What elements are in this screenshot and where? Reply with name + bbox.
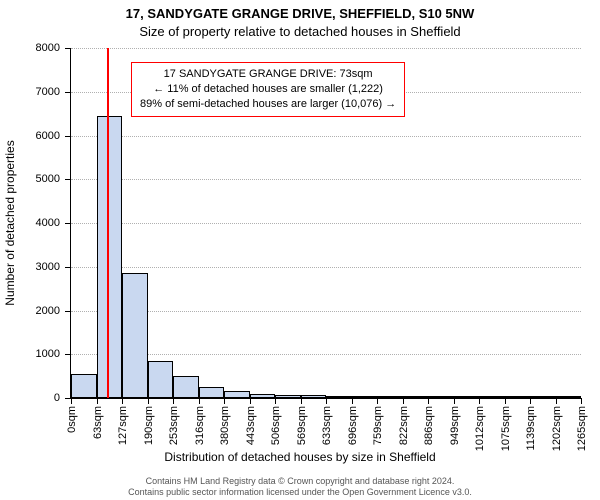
y-tick: [65, 223, 71, 224]
gridline: [71, 179, 581, 180]
y-tick: [65, 311, 71, 312]
histogram-bar: [530, 396, 556, 398]
x-tick: [352, 398, 353, 404]
gridline: [71, 48, 581, 49]
x-tick-label: 190sqm: [143, 406, 155, 445]
x-tick-label: 506sqm: [270, 406, 282, 445]
x-tick-label: 63sqm: [92, 406, 104, 439]
y-tick-label: 8000: [10, 42, 60, 54]
histogram-bar: [224, 391, 250, 398]
x-tick-label: 1265sqm: [576, 406, 588, 451]
y-tick-label: 5000: [10, 173, 60, 185]
x-tick-label: 759sqm: [372, 406, 384, 445]
x-tick: [428, 398, 429, 404]
x-tick: [148, 398, 149, 404]
histogram-bar: [479, 396, 505, 398]
x-tick: [581, 398, 582, 404]
annotation-line2: ← 11% of detached houses are smaller (1,…: [140, 82, 396, 97]
x-tick: [479, 398, 480, 404]
y-tick-label: 6000: [10, 130, 60, 142]
y-tick-label: 4000: [10, 217, 60, 229]
histogram-bar: [428, 396, 454, 398]
property-marker-line: [107, 48, 109, 398]
histogram-bar: [97, 116, 123, 398]
x-tick: [454, 398, 455, 404]
x-tick: [301, 398, 302, 404]
page-title: 17, SANDYGATE GRANGE DRIVE, SHEFFIELD, S…: [0, 6, 600, 21]
y-tick: [65, 267, 71, 268]
gridline: [71, 267, 581, 268]
annotation-line3: 89% of semi-detached houses are larger (…: [140, 97, 396, 112]
histogram-bar: [122, 273, 148, 398]
histogram-bar: [199, 387, 225, 398]
y-tick-label: 3000: [10, 261, 60, 273]
x-tick-label: 1139sqm: [525, 406, 537, 450]
plot-area: 17 SANDYGATE GRANGE DRIVE: 73sqm ← 11% o…: [70, 48, 581, 399]
y-tick-label: 1000: [10, 348, 60, 360]
x-tick: [250, 398, 251, 404]
histogram-bar: [301, 395, 327, 398]
x-tick-label: 380sqm: [219, 406, 231, 445]
histogram-bar: [173, 376, 199, 398]
histogram-bar: [505, 396, 531, 398]
chart-page: 17, SANDYGATE GRANGE DRIVE, SHEFFIELD, S…: [0, 0, 600, 500]
page-subtitle: Size of property relative to detached ho…: [0, 24, 600, 39]
x-tick-label: 886sqm: [423, 406, 435, 445]
histogram-bar: [275, 395, 301, 399]
x-tick-label: 633sqm: [321, 406, 333, 445]
x-tick: [122, 398, 123, 404]
x-tick: [173, 398, 174, 404]
histogram-bar: [352, 396, 378, 398]
y-tick: [65, 354, 71, 355]
x-tick-label: 569sqm: [296, 406, 308, 445]
y-tick: [65, 179, 71, 180]
x-tick-label: 253sqm: [168, 406, 180, 445]
gridline: [71, 136, 581, 137]
gridline: [71, 354, 581, 355]
histogram-bar: [71, 374, 97, 398]
x-tick: [71, 398, 72, 404]
footer: Contains HM Land Registry data © Crown c…: [0, 476, 600, 498]
x-tick: [275, 398, 276, 404]
footer-line2: Contains public sector information licen…: [0, 487, 600, 498]
y-tick: [65, 136, 71, 137]
x-tick: [556, 398, 557, 404]
x-tick-label: 316sqm: [194, 406, 206, 445]
annotation-line1: 17 SANDYGATE GRANGE DRIVE: 73sqm: [140, 67, 396, 82]
x-tick: [403, 398, 404, 404]
x-tick: [326, 398, 327, 404]
histogram-bar: [403, 396, 429, 398]
y-tick-label: 0: [10, 392, 60, 404]
x-tick: [377, 398, 378, 404]
x-tick: [199, 398, 200, 404]
y-tick-label: 7000: [10, 86, 60, 98]
footer-line1: Contains HM Land Registry data © Crown c…: [0, 476, 600, 487]
gridline: [71, 223, 581, 224]
histogram-bar: [377, 396, 403, 398]
histogram-bar: [250, 394, 276, 398]
x-tick-label: 696sqm: [347, 406, 359, 445]
x-tick-label: 443sqm: [245, 406, 257, 445]
y-tick: [65, 92, 71, 93]
x-tick: [224, 398, 225, 404]
gridline: [71, 311, 581, 312]
x-tick-label: 127sqm: [117, 406, 129, 445]
annotation-box: 17 SANDYGATE GRANGE DRIVE: 73sqm ← 11% o…: [131, 62, 405, 117]
histogram-bar: [148, 361, 174, 398]
x-tick-label: 822sqm: [398, 406, 410, 445]
y-tick-label: 2000: [10, 305, 60, 317]
x-tick-label: 949sqm: [449, 406, 461, 445]
y-tick: [65, 48, 71, 49]
x-tick-label: 1075sqm: [500, 406, 512, 451]
histogram-bar: [556, 396, 582, 398]
x-tick-label: 1202sqm: [551, 406, 563, 451]
x-tick-label: 0sqm: [66, 406, 78, 433]
x-axis-label: Distribution of detached houses by size …: [0, 450, 600, 464]
x-tick: [530, 398, 531, 404]
x-tick: [505, 398, 506, 404]
histogram-bar: [454, 396, 480, 398]
x-tick-label: 1012sqm: [474, 406, 486, 451]
x-tick: [97, 398, 98, 404]
histogram-bar: [326, 396, 352, 398]
